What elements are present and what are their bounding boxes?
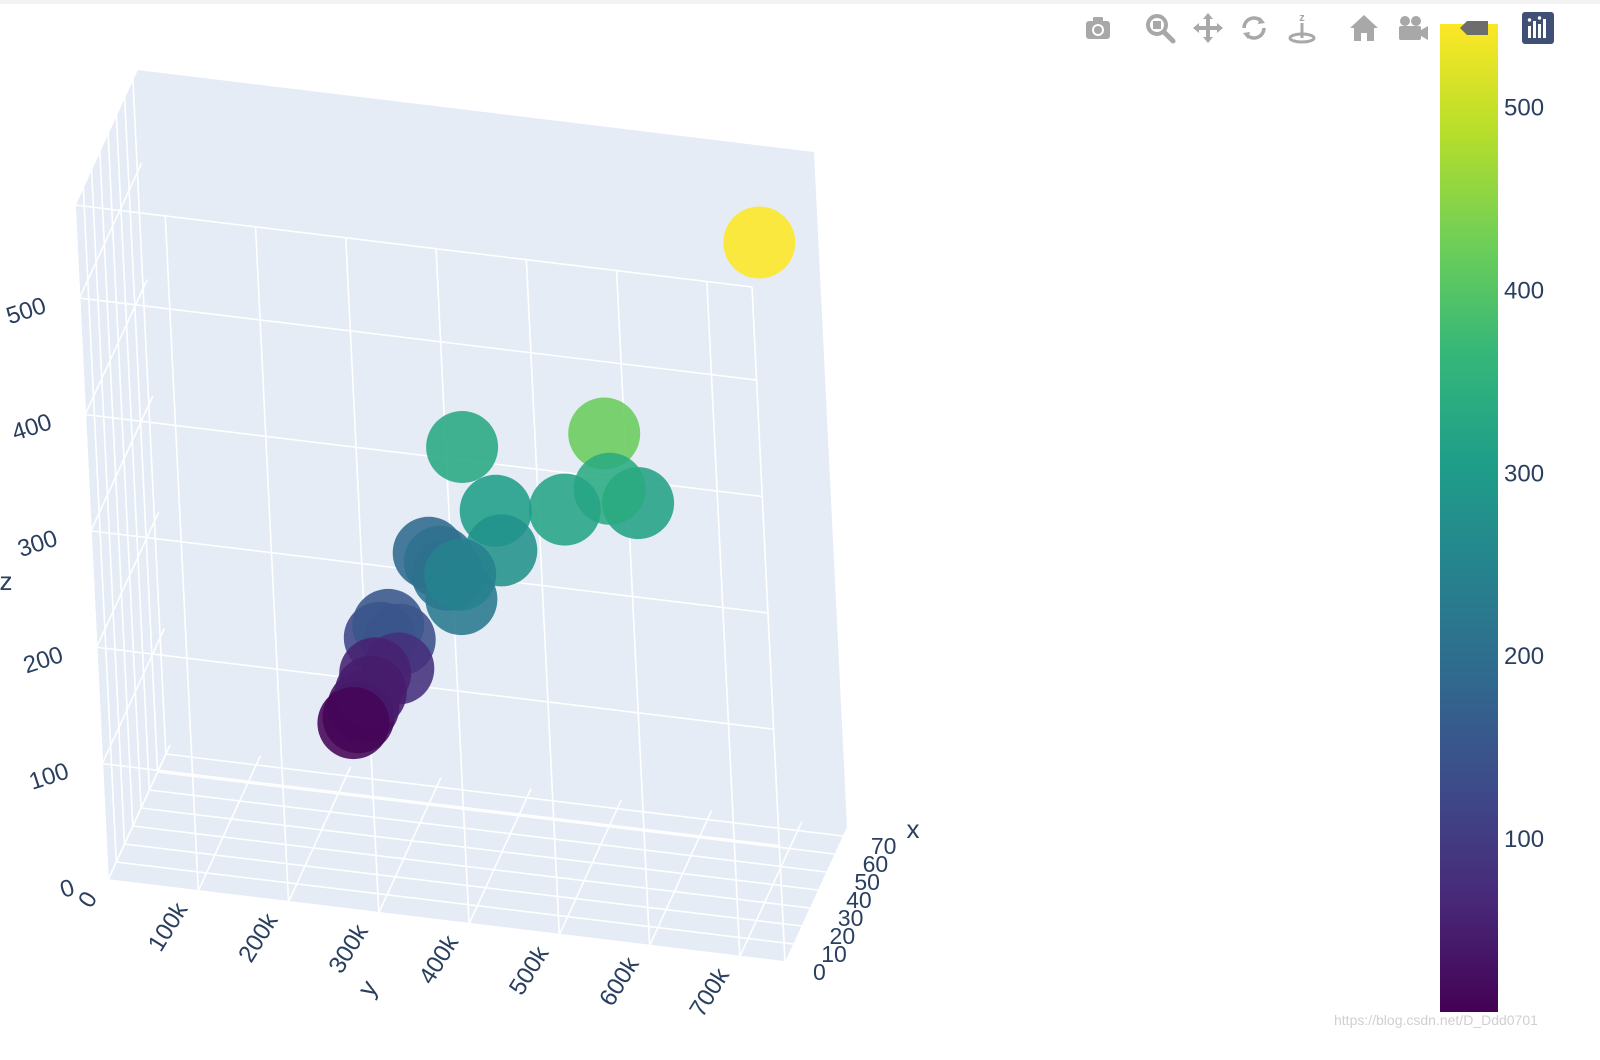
x-tick-label: 30 [838, 905, 864, 931]
colorbar: 100 200 300 400 500 [1440, 24, 1544, 1012]
x-axis-title: x [907, 814, 920, 844]
gridline-x-floor [140, 807, 819, 891]
x-tick-label: 60 [863, 851, 889, 877]
floor-z0 [108, 745, 847, 962]
x-tick-label: 0 [813, 959, 826, 985]
svg-text:z: z [1299, 12, 1305, 24]
gridline-z-wall-y0 [101, 628, 166, 764]
colorbar-tick-label: 100 [1504, 826, 1544, 853]
gridline-y-wall [254, 226, 290, 902]
gridline-z-wall-x0 [96, 646, 774, 731]
x-tick-label: 50 [854, 869, 880, 895]
gridline-y-wall [525, 259, 561, 935]
y-tick-label: 300k [323, 919, 374, 978]
y-tick-label: 700k [684, 963, 735, 1022]
scatter-point[interactable] [723, 206, 796, 279]
edge-top-y0 [74, 69, 138, 206]
colorbar-tick-label: 200 [1504, 643, 1544, 670]
y-tick-label: 400k [414, 930, 465, 989]
zoom-icon[interactable] [1140, 8, 1180, 48]
gridline-x-wall [123, 96, 159, 773]
watermark-text: https://blog.csdn.net/D_Ddd0701 [1334, 1012, 1538, 1028]
gridline-z-wall-y0 [90, 395, 154, 532]
z-tick-label: 500 [3, 292, 49, 330]
y-tick-label: 100k [143, 897, 194, 956]
gridline-x-floor [124, 843, 802, 927]
gridline-x-floor [165, 753, 843, 837]
colorbar-tick-label: 300 [1504, 460, 1544, 487]
scene-3d[interactable]: 0 100k 200k 300k 400k 500k 600k 700k 01020304050… [0, 69, 920, 1022]
z-axis-title: z [0, 566, 13, 596]
gridline-y-wall [615, 270, 651, 946]
x-tick-label: 70 [871, 833, 897, 859]
camera-icon[interactable] [1078, 8, 1118, 48]
gridline-x-wall [132, 78, 167, 755]
gridline-x-floor [149, 789, 827, 873]
gridline-x-wall [107, 132, 142, 809]
gridline-x-wall [90, 168, 126, 845]
gridline-z-wall-x0 [107, 879, 786, 963]
gridline-z-wall-y0 [95, 511, 160, 648]
gridline-x-wall [115, 114, 151, 791]
scatter-point[interactable] [528, 473, 601, 546]
y-tick-label: 200k [233, 908, 284, 967]
colorbar-tick-label: 400 [1504, 277, 1544, 304]
orbit-rotate-icon[interactable] [1234, 8, 1274, 48]
hover-label-icon[interactable] [1454, 8, 1494, 48]
scatter-point[interactable] [424, 538, 497, 611]
gridline-x-floor [132, 825, 810, 909]
z-tick-label: 100 [26, 758, 72, 796]
gridline-y-floor [558, 799, 623, 936]
scatter-point[interactable] [568, 397, 641, 470]
y-tick-label: 500k [504, 941, 555, 1000]
gridline-y-floor [739, 821, 803, 957]
scatter-point[interactable] [426, 411, 499, 483]
gridline-x-wall [99, 150, 134, 827]
gridline-y-floor [287, 766, 352, 903]
x-tick-label: 40 [846, 887, 872, 913]
gridline-y-floor [648, 810, 713, 946]
gridline-y-floor [378, 777, 442, 914]
gridline-y-floor [468, 788, 532, 925]
scatter-point[interactable] [317, 687, 390, 760]
gridline-z-wall-y0 [78, 162, 143, 299]
z-tick-label: 0 [57, 874, 78, 904]
edge-top-x0 [74, 204, 753, 288]
gridline-y-wall [345, 237, 380, 913]
gridline-z-wall-x0 [102, 762, 780, 847]
top-border [0, 0, 1600, 4]
y-tick-label: 600k [594, 952, 645, 1011]
colorbar-gradient [1440, 24, 1498, 1012]
home-icon[interactable] [1344, 8, 1384, 48]
gridline-x-floor [157, 771, 835, 855]
z-tick-label: 200 [20, 641, 66, 679]
pan-icon[interactable] [1188, 8, 1228, 48]
x-tick-label: 10 [821, 941, 847, 967]
colorbar-tick-label: 500 [1504, 94, 1544, 121]
turntable-rotate-icon[interactable]: z [1282, 8, 1322, 48]
gridline-y-wall [706, 281, 741, 957]
gridline-z-wall-y0 [107, 744, 171, 881]
camera-view-icon[interactable] [1392, 8, 1432, 48]
y-axis-title: y [351, 975, 383, 1002]
gridline-z-wall-x0 [79, 297, 757, 381]
z-tick-label: 300 [14, 525, 60, 563]
gridline-z-wall-y0 [84, 279, 148, 415]
gridline-x-floor [116, 861, 794, 945]
gridline-x-wall [74, 204, 109, 881]
edge-y1-vertical [751, 286, 786, 963]
gridline-y-wall [164, 215, 200, 891]
z-tick-label: 400 [9, 409, 55, 447]
plotly-logo-icon[interactable] [1518, 8, 1558, 48]
gridline-y-floor [197, 755, 261, 892]
x-tick-label: 20 [830, 923, 856, 949]
modebar: z [1070, 6, 1560, 50]
